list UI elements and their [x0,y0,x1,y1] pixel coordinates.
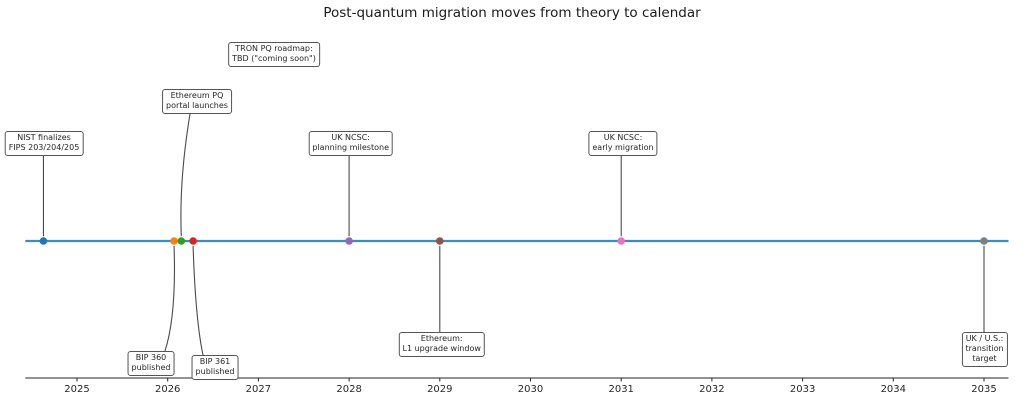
x-axis-tick-label-2034: 2034 [881,384,906,395]
event-label-ethereum-l1-window: Ethereum: L1 upgrade window [398,332,485,357]
event-label-uk-ncsc-early-migration: UK NCSC: early migration [588,131,658,156]
connector-bip-361 [192,245,204,356]
connector-bip-360 [164,245,176,352]
event-label-bip-360: BIP 360 published [127,351,175,376]
connector-ethereum-pq-portal [180,113,191,237]
x-axis-tick-label-2030: 2030 [518,384,543,395]
annotation-label-tron-pq-roadmap: TRON PQ roadmap: TBD ("coming soon") [228,42,320,67]
event-dot-uk-ncsc-planning [345,237,353,245]
x-axis-tick-label-2025: 2025 [64,384,89,395]
x-axis-tick-label-2027: 2027 [246,384,271,395]
event-label-ethereum-pq-portal: Ethereum PQ portal launches [162,89,232,114]
event-label-uk-us-transition-target: UK / U.S.: transition target [961,332,1008,367]
event-dot-nist-fips [39,237,48,245]
event-dot-uk-us-transition-target [980,237,988,245]
event-dot-ethereum-pq-portal [177,237,186,245]
x-axis-tick-label-2031: 2031 [608,384,633,395]
event-dot-bip-360 [170,237,178,245]
event-dot-ethereum-l1-window [436,237,444,245]
x-axis-tick-label-2032: 2032 [699,384,724,395]
event-dot-bip-361 [189,237,197,245]
x-axis-tick-label-2026: 2026 [155,384,180,395]
x-axis-tick-label-2033: 2033 [790,384,815,395]
x-axis-tick-label-2035: 2035 [971,384,996,395]
x-axis-tick-label-2029: 2029 [427,384,452,395]
event-dot-uk-ncsc-early-migration [617,237,625,245]
chart-title: Post-quantum migration moves from theory… [323,5,701,21]
event-label-uk-ncsc-planning: UK NCSC: planning milestone [308,131,393,156]
x-axis-tick-label-2028: 2028 [336,384,361,395]
event-label-bip-361: BIP 361 published [191,355,239,380]
event-label-nist-fips: NIST finalizes FIPS 203/204/205 [4,131,84,156]
